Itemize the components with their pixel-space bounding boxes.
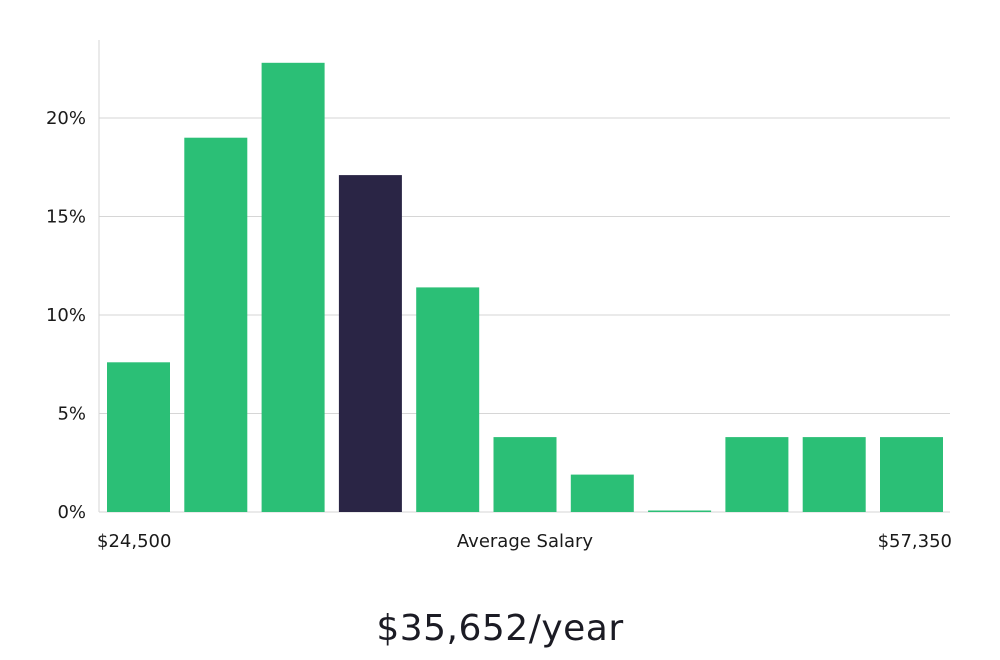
bars: [107, 62, 943, 513]
bar: [261, 62, 325, 513]
bar: [570, 474, 634, 512]
x-min-label: $24,500: [97, 531, 171, 552]
bar-highlighted: [338, 175, 402, 512]
x-max-label: $57,350: [878, 531, 952, 552]
y-tick-label: 20%: [46, 108, 86, 129]
bar: [416, 287, 480, 512]
x-axis-label: Average Salary: [457, 531, 594, 552]
bar: [725, 437, 789, 512]
y-tick-label: 5%: [57, 404, 86, 425]
bar: [493, 437, 557, 512]
salary-histogram: 0% 5% 10% 15% 20% $24,500 Average Salary $57…: [46, 40, 952, 552]
bar: [648, 510, 712, 512]
y-tick-label: 15%: [46, 207, 86, 228]
bar: [184, 137, 248, 512]
bar: [880, 437, 943, 512]
average-salary-value: $35,652/year: [376, 608, 624, 649]
bar: [802, 437, 866, 512]
y-tick-label: 10%: [46, 305, 86, 326]
y-tick-labels: 0% 5% 10% 15% 20%: [46, 108, 86, 523]
bar: [107, 362, 170, 512]
y-tick-label: 0%: [57, 502, 86, 523]
